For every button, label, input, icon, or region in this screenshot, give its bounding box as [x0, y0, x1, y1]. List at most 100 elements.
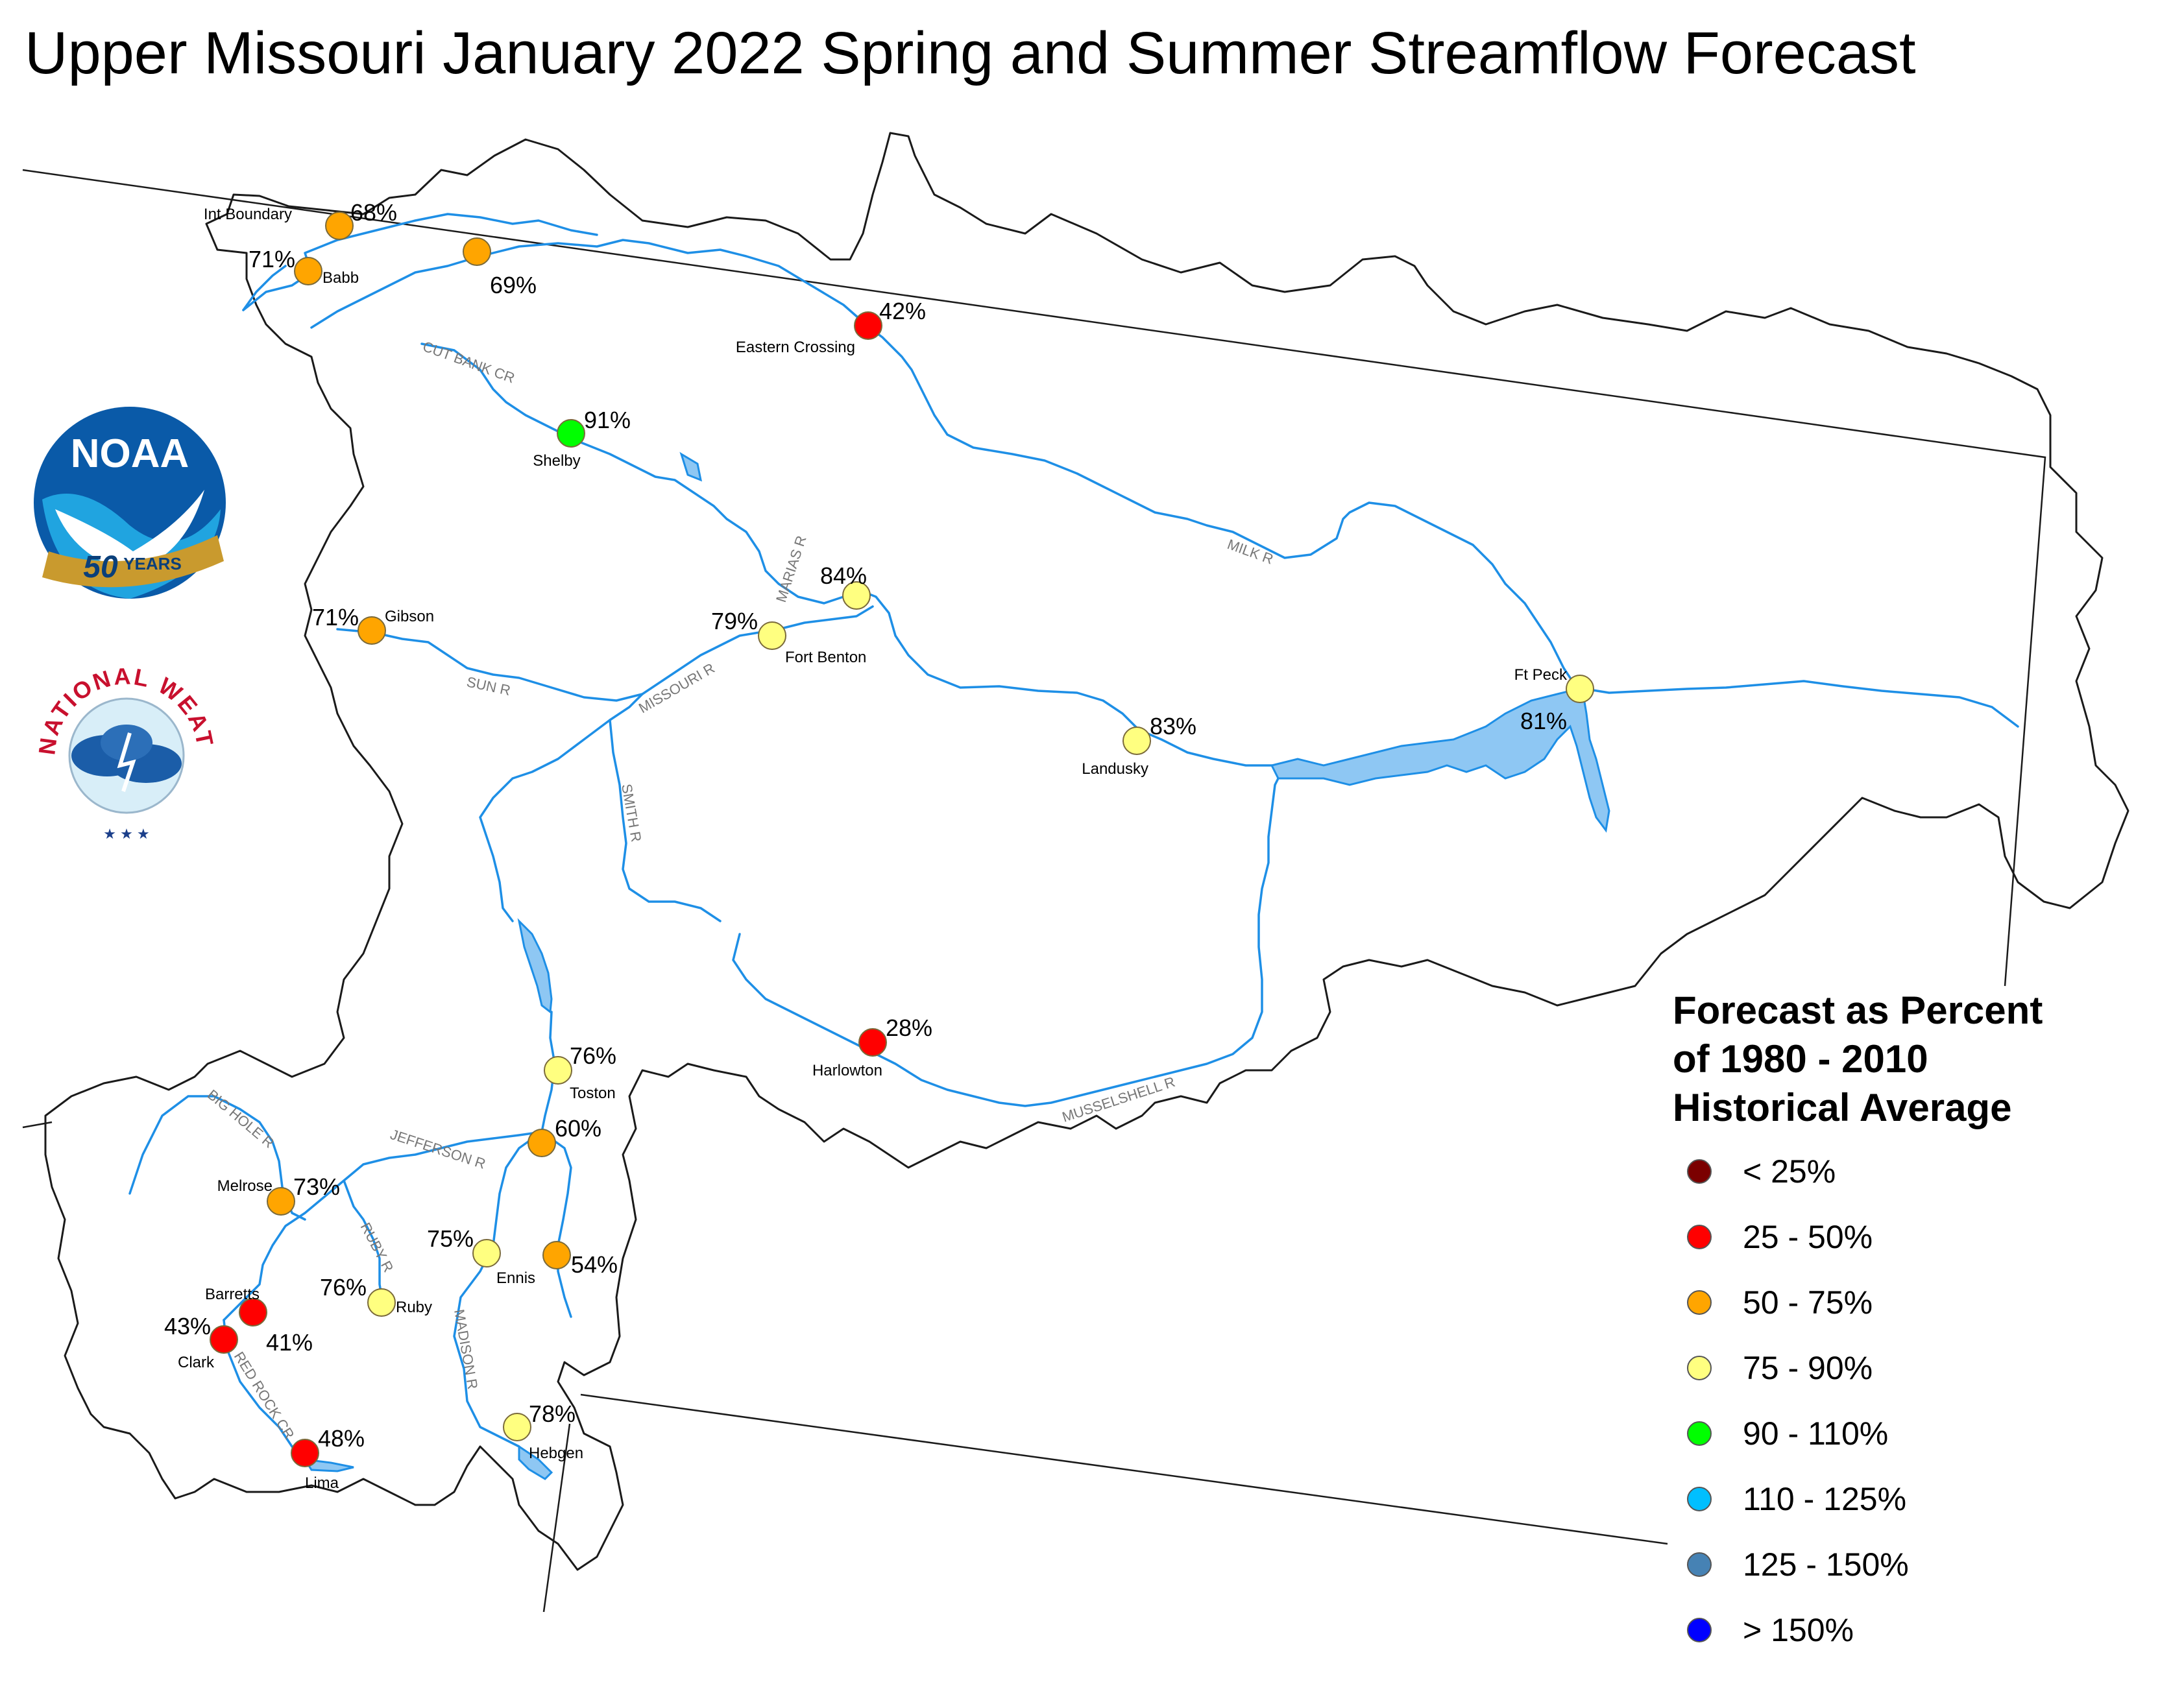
- st-mary-lower: [242, 265, 287, 311]
- station-marker[interactable]: [239, 1298, 267, 1327]
- station-percent: 91%: [584, 407, 631, 433]
- station-marker[interactable]: [325, 211, 354, 240]
- station-shelby[interactable]: 91% Shelby: [533, 407, 631, 470]
- station-gibson[interactable]: 71% Gibson: [312, 604, 434, 645]
- station-percent: 76%: [570, 1042, 616, 1069]
- station-name: Harlowton: [812, 1062, 882, 1079]
- legend-swatch: [1687, 1159, 1712, 1184]
- noaa-ribbon-number: 50: [83, 550, 118, 584]
- smith-river: [609, 719, 722, 922]
- station-marker[interactable]: [528, 1129, 556, 1157]
- basin-outline: [44, 132, 2129, 1571]
- station-name: Gibson: [385, 608, 434, 625]
- station-percent: 41%: [266, 1329, 313, 1356]
- station-eastern-crossing[interactable]: 42% Eastern Crossing: [736, 298, 926, 356]
- station-landusky[interactable]: 83% Landusky: [1082, 713, 1196, 778]
- legend-label: 110 - 125%: [1743, 1481, 1907, 1517]
- station-marker[interactable]: [358, 616, 386, 645]
- station-hebgen[interactable]: 78% Hebgen: [503, 1400, 583, 1462]
- legend-label: 125 - 150%: [1743, 1546, 1909, 1583]
- legend-item: 125 - 150%: [1673, 1539, 2166, 1605]
- river-label: BIG HOLE R: [204, 1087, 278, 1151]
- station-milk-upper[interactable]: 69%: [463, 237, 537, 298]
- station-marker[interactable]: [557, 419, 585, 448]
- station-melrose[interactable]: 73% Melrose: [217, 1173, 340, 1216]
- station-percent: 43%: [164, 1313, 211, 1339]
- station-marker[interactable]: [1122, 726, 1151, 755]
- station-clark[interactable]: 43% Clark: [164, 1313, 238, 1371]
- station-marker[interactable]: [842, 581, 871, 610]
- station-int-boundary[interactable]: 68% Int Boundary: [204, 199, 397, 240]
- station-marker[interactable]: [1566, 675, 1594, 703]
- station-marker[interactable]: [544, 1056, 572, 1085]
- station-harlowton[interactable]: 28% Harlowton: [812, 1015, 932, 1079]
- legend-title-line: Forecast as Percent: [1673, 989, 2043, 1032]
- station-percent: 81%: [1520, 708, 1567, 734]
- nws-stars: ★ ★ ★: [103, 826, 149, 842]
- station-ruby[interactable]: 76% Ruby: [320, 1274, 432, 1317]
- river-label: MADISON R: [451, 1308, 481, 1391]
- station-name: Hebgen: [529, 1445, 583, 1462]
- station-percent: 28%: [886, 1015, 932, 1041]
- station-layer: 68% Int Boundary 71% Babb 69% 42% Eastern Cros…: [164, 199, 1594, 1492]
- station-percent: 75%: [427, 1225, 474, 1252]
- station-percent: 73%: [293, 1173, 340, 1200]
- station-barretts[interactable]: 41% Barretts: [205, 1286, 313, 1356]
- station-marker[interactable]: [503, 1413, 531, 1441]
- station-marker[interactable]: [542, 1241, 571, 1269]
- legend-item: < 25%: [1673, 1146, 2166, 1212]
- legend-label: 25 - 50%: [1743, 1219, 1873, 1255]
- station-gallatin[interactable]: 60%: [528, 1115, 601, 1157]
- station-marker[interactable]: [367, 1288, 396, 1317]
- legend-item: > 150%: [1673, 1605, 2166, 1670]
- station-percent: 71%: [312, 604, 359, 630]
- missouri-upper: [479, 693, 644, 922]
- legend-title: Forecast as Percent of 1980 - 2010 Histo…: [1673, 986, 2166, 1132]
- station-marker[interactable]: [210, 1325, 238, 1354]
- river-label: MARIAS R: [773, 534, 810, 605]
- station-ft-peck[interactable]: 81% Ft Peck: [1514, 666, 1594, 734]
- station-toston[interactable]: 76% Toston: [544, 1042, 616, 1102]
- station-percent: 79%: [711, 608, 758, 634]
- hebgen-lake: [518, 1445, 553, 1480]
- station-name: Melrose: [217, 1177, 273, 1195]
- station-fort-benton[interactable]: 79% Fort Benton: [711, 608, 866, 666]
- station-name: Ruby: [396, 1299, 432, 1316]
- fort-peck-lake: [1270, 690, 1610, 833]
- station-marker[interactable]: [758, 621, 786, 650]
- station-gallatin-upper[interactable]: 54%: [542, 1241, 618, 1278]
- station-percent: 84%: [820, 562, 867, 589]
- station-name: Clark: [178, 1354, 215, 1371]
- nws-logo: NATIONAL WEATHER SERVICE ★ ★ ★: [29, 658, 217, 842]
- station-marker[interactable]: [291, 1439, 319, 1467]
- legend-items: < 25% 25 - 50% 50 - 75% 75 - 90% 90 - 110% 11…: [1673, 1146, 2166, 1670]
- station-percent: 83%: [1150, 713, 1196, 739]
- missouri-lower: [1575, 680, 2019, 728]
- station-lima[interactable]: 48% Lima: [291, 1425, 365, 1492]
- station-ennis[interactable]: 75% Ennis: [427, 1225, 535, 1287]
- canyon-ferry-lake: [517, 918, 553, 1014]
- noaa-wordmark: NOAA: [71, 431, 189, 476]
- station-name: Fort Benton: [785, 649, 866, 666]
- noaa-ribbon-word: YEARS: [123, 554, 182, 573]
- station-babb[interactable]: 71% Babb: [249, 246, 359, 287]
- station-marker[interactable]: [267, 1187, 295, 1216]
- station-name: Barretts: [205, 1286, 260, 1303]
- st-mary-river: [242, 213, 598, 311]
- river-label: MISSOURI R: [636, 660, 718, 716]
- legend-item: 90 - 110%: [1673, 1408, 2166, 1474]
- station-marker[interactable]: [858, 1028, 887, 1057]
- station-marker[interactable]: [472, 1239, 501, 1267]
- station-marias-mouth[interactable]: 84%: [820, 562, 871, 610]
- lima-reservoir: [303, 1458, 354, 1472]
- legend-title-line: of 1980 - 2010: [1673, 1037, 1928, 1081]
- station-marker[interactable]: [854, 311, 882, 340]
- marias-river: [858, 589, 1273, 767]
- station-marker[interactable]: [463, 237, 491, 266]
- river-label: CUT BANK CR: [420, 338, 516, 386]
- legend-swatch: [1687, 1225, 1712, 1249]
- tiber-reservoir: [679, 451, 703, 482]
- station-name: Landusky: [1082, 760, 1148, 778]
- station-marker[interactable]: [294, 257, 322, 285]
- musselshell-river: [732, 777, 1280, 1107]
